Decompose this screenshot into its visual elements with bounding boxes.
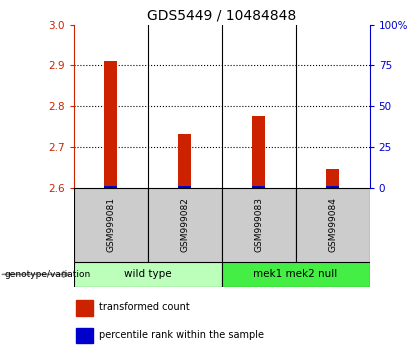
Bar	[252, 116, 265, 188]
Bar	[76, 300, 93, 315]
Bar	[74, 262, 222, 287]
Bar	[252, 187, 265, 188]
Bar	[76, 327, 93, 343]
Bar	[178, 134, 191, 188]
Bar	[296, 188, 370, 262]
Text: genotype/variation: genotype/variation	[4, 270, 90, 279]
Text: mek1 mek2 null: mek1 mek2 null	[253, 269, 338, 279]
Text: GSM999084: GSM999084	[328, 197, 337, 252]
Text: transformed count: transformed count	[99, 302, 189, 312]
Bar	[326, 169, 339, 188]
Text: percentile rank within the sample: percentile rank within the sample	[99, 330, 264, 340]
Bar	[222, 262, 370, 287]
Bar	[178, 187, 191, 188]
Title: GDS5449 / 10484848: GDS5449 / 10484848	[147, 8, 296, 22]
Text: wild type: wild type	[124, 269, 171, 279]
Text: GSM999082: GSM999082	[180, 197, 189, 252]
Bar	[147, 188, 222, 262]
Bar	[104, 61, 117, 188]
Text: GSM999083: GSM999083	[254, 197, 263, 252]
Bar	[74, 188, 147, 262]
Bar	[222, 188, 296, 262]
Text: GSM999081: GSM999081	[106, 197, 115, 252]
Bar	[104, 187, 117, 188]
Bar	[326, 187, 339, 188]
